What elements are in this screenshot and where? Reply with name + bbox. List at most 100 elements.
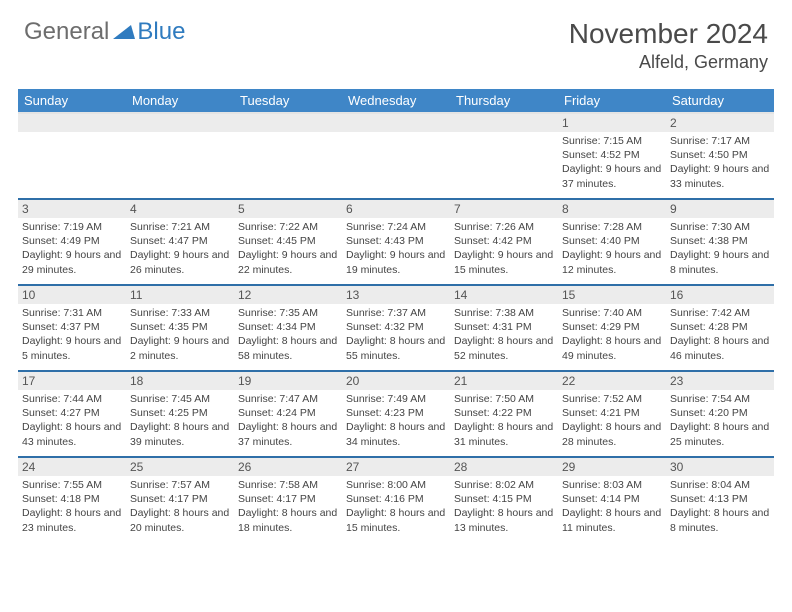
sunrise-text: Sunrise: 8:02 AM [454, 478, 554, 492]
day-info: Sunrise: 7:57 AMSunset: 4:17 PMDaylight:… [126, 476, 234, 539]
dayname-tue: Tuesday [234, 89, 342, 113]
sunset-text: Sunset: 4:31 PM [454, 320, 554, 334]
sunset-text: Sunset: 4:43 PM [346, 234, 446, 248]
calendar-week: 3Sunrise: 7:19 AMSunset: 4:49 PMDaylight… [18, 199, 774, 285]
day-info: Sunrise: 8:00 AMSunset: 4:16 PMDaylight:… [342, 476, 450, 539]
day-number [450, 114, 558, 132]
calendar-cell: 28Sunrise: 8:02 AMSunset: 4:15 PMDayligh… [450, 457, 558, 543]
calendar-cell: 6Sunrise: 7:24 AMSunset: 4:43 PMDaylight… [342, 199, 450, 285]
calendar-cell: 25Sunrise: 7:57 AMSunset: 4:17 PMDayligh… [126, 457, 234, 543]
day-number: 20 [342, 372, 450, 390]
sunset-text: Sunset: 4:49 PM [22, 234, 122, 248]
sunrise-text: Sunrise: 7:37 AM [346, 306, 446, 320]
day-number: 1 [558, 114, 666, 132]
daylight-text: Daylight: 8 hours and 55 minutes. [346, 334, 446, 362]
sunset-text: Sunset: 4:42 PM [454, 234, 554, 248]
sunset-text: Sunset: 4:21 PM [562, 406, 662, 420]
daylight-text: Daylight: 9 hours and 33 minutes. [670, 162, 770, 190]
location-label: Alfeld, Germany [569, 52, 768, 73]
day-number: 23 [666, 372, 774, 390]
sunset-text: Sunset: 4:50 PM [670, 148, 770, 162]
day-info: Sunrise: 8:04 AMSunset: 4:13 PMDaylight:… [666, 476, 774, 539]
sunrise-text: Sunrise: 7:26 AM [454, 220, 554, 234]
sunset-text: Sunset: 4:32 PM [346, 320, 446, 334]
daylight-text: Daylight: 8 hours and 15 minutes. [346, 506, 446, 534]
dayname-mon: Monday [126, 89, 234, 113]
day-info: Sunrise: 7:35 AMSunset: 4:34 PMDaylight:… [234, 304, 342, 367]
day-info: Sunrise: 7:30 AMSunset: 4:38 PMDaylight:… [666, 218, 774, 281]
calendar-cell [342, 113, 450, 199]
daylight-text: Daylight: 9 hours and 29 minutes. [22, 248, 122, 276]
sunset-text: Sunset: 4:45 PM [238, 234, 338, 248]
day-info: Sunrise: 7:45 AMSunset: 4:25 PMDaylight:… [126, 390, 234, 453]
day-number: 4 [126, 200, 234, 218]
sunrise-text: Sunrise: 7:30 AM [670, 220, 770, 234]
sunrise-text: Sunrise: 7:38 AM [454, 306, 554, 320]
day-number: 17 [18, 372, 126, 390]
calendar-cell: 20Sunrise: 7:49 AMSunset: 4:23 PMDayligh… [342, 371, 450, 457]
daylight-text: Daylight: 8 hours and 39 minutes. [130, 420, 230, 448]
sunrise-text: Sunrise: 7:52 AM [562, 392, 662, 406]
sunrise-text: Sunrise: 7:19 AM [22, 220, 122, 234]
sunset-text: Sunset: 4:35 PM [130, 320, 230, 334]
daylight-text: Daylight: 8 hours and 31 minutes. [454, 420, 554, 448]
header-block: General Blue November 2024 Alfeld, Germa… [0, 0, 792, 83]
day-number: 30 [666, 458, 774, 476]
calendar-cell: 19Sunrise: 7:47 AMSunset: 4:24 PMDayligh… [234, 371, 342, 457]
day-number: 14 [450, 286, 558, 304]
sunset-text: Sunset: 4:17 PM [238, 492, 338, 506]
daylight-text: Daylight: 9 hours and 2 minutes. [130, 334, 230, 362]
day-info: Sunrise: 7:49 AMSunset: 4:23 PMDaylight:… [342, 390, 450, 453]
daylight-text: Daylight: 8 hours and 11 minutes. [562, 506, 662, 534]
calendar-week: 17Sunrise: 7:44 AMSunset: 4:27 PMDayligh… [18, 371, 774, 457]
calendar-cell: 3 Sunrise: 7:19 AMSunset: 4:49 PMDaylight… [18, 199, 126, 285]
sunrise-text: Sunrise: 7:50 AM [454, 392, 554, 406]
calendar-week: 24Sunrise: 7:55 AMSunset: 4:18 PMDayligh… [18, 457, 774, 543]
calendar-cell: 10 Sunrise: 7:31 AMSunset: 4:37 PMDayligh… [18, 285, 126, 371]
daylight-text: Daylight: 8 hours and 52 minutes. [454, 334, 554, 362]
calendar-cell: 7Sunrise: 7:26 AMSunset: 4:42 PMDaylight… [450, 199, 558, 285]
day-info: Sunrise: 7:52 AMSunset: 4:21 PMDaylight:… [558, 390, 666, 453]
day-info: Sunrise: 7:37 AMSunset: 4:32 PMDaylight:… [342, 304, 450, 367]
sunset-text: Sunset: 4:52 PM [562, 148, 662, 162]
sunset-text: Sunset: 4:37 PM [22, 320, 122, 334]
logo-triangle-icon [113, 21, 135, 44]
sunrise-text: Sunrise: 7:28 AM [562, 220, 662, 234]
day-number: 9 [666, 200, 774, 218]
sunrise-text: Sunrise: 7:31 AM [22, 306, 122, 320]
calendar-week: 1 Sunrise: 7:15 AMSunset: 4:52 PM Daylight… [18, 113, 774, 199]
calendar-cell: 16Sunrise: 7:42 AMSunset: 4:28 PMDayligh… [666, 285, 774, 371]
calendar-cell: 30Sunrise: 8:04 AMSunset: 4:13 PMDayligh… [666, 457, 774, 543]
calendar-cell: 1Sunrise: 7:15 AMSunset: 4:52 PMDaylight… [558, 113, 666, 199]
sunset-text: Sunset: 4:22 PM [454, 406, 554, 420]
day-info: Sunrise: 7:17 AMSunset: 4:50 PMDaylight:… [666, 132, 774, 195]
daylight-text: Daylight: 8 hours and 37 minutes. [238, 420, 338, 448]
day-number: 12 [234, 286, 342, 304]
day-number: 3 [18, 200, 126, 218]
sunset-text: Sunset: 4:14 PM [562, 492, 662, 506]
calendar-cell: 13Sunrise: 7:37 AMSunset: 4:32 PMDayligh… [342, 285, 450, 371]
day-number: 22 [558, 372, 666, 390]
sunrise-text: Sunrise: 7:15 AM [562, 134, 662, 148]
sunrise-text: Sunrise: 7:49 AM [346, 392, 446, 406]
daylight-text: Daylight: 9 hours and 5 minutes. [22, 334, 122, 362]
sunset-text: Sunset: 4:18 PM [22, 492, 122, 506]
daylight-text: Daylight: 8 hours and 25 minutes. [670, 420, 770, 448]
day-number: 19 [234, 372, 342, 390]
day-number: 10 [18, 286, 126, 304]
sunrise-text: Sunrise: 7:21 AM [130, 220, 230, 234]
dayname-row: Sunday Monday Tuesday Wednesday Thursday… [18, 89, 774, 113]
daylight-text: Daylight: 9 hours and 19 minutes. [346, 248, 446, 276]
day-info: Sunrise: 8:03 AMSunset: 4:14 PMDaylight:… [558, 476, 666, 539]
calendar-cell: 24Sunrise: 7:55 AMSunset: 4:18 PMDayligh… [18, 457, 126, 543]
calendar-cell: 18Sunrise: 7:45 AMSunset: 4:25 PMDayligh… [126, 371, 234, 457]
sunrise-text: Sunrise: 7:33 AM [130, 306, 230, 320]
day-number [234, 114, 342, 132]
month-title: November 2024 [569, 18, 768, 50]
sunrise-text: Sunrise: 7:24 AM [346, 220, 446, 234]
sunset-text: Sunset: 4:25 PM [130, 406, 230, 420]
calendar-cell: 5Sunrise: 7:22 AMSunset: 4:45 PMDaylight… [234, 199, 342, 285]
sunset-text: Sunset: 4:29 PM [562, 320, 662, 334]
day-info: Sunrise: 7:47 AMSunset: 4:24 PMDaylight:… [234, 390, 342, 453]
sunset-text: Sunset: 4:40 PM [562, 234, 662, 248]
